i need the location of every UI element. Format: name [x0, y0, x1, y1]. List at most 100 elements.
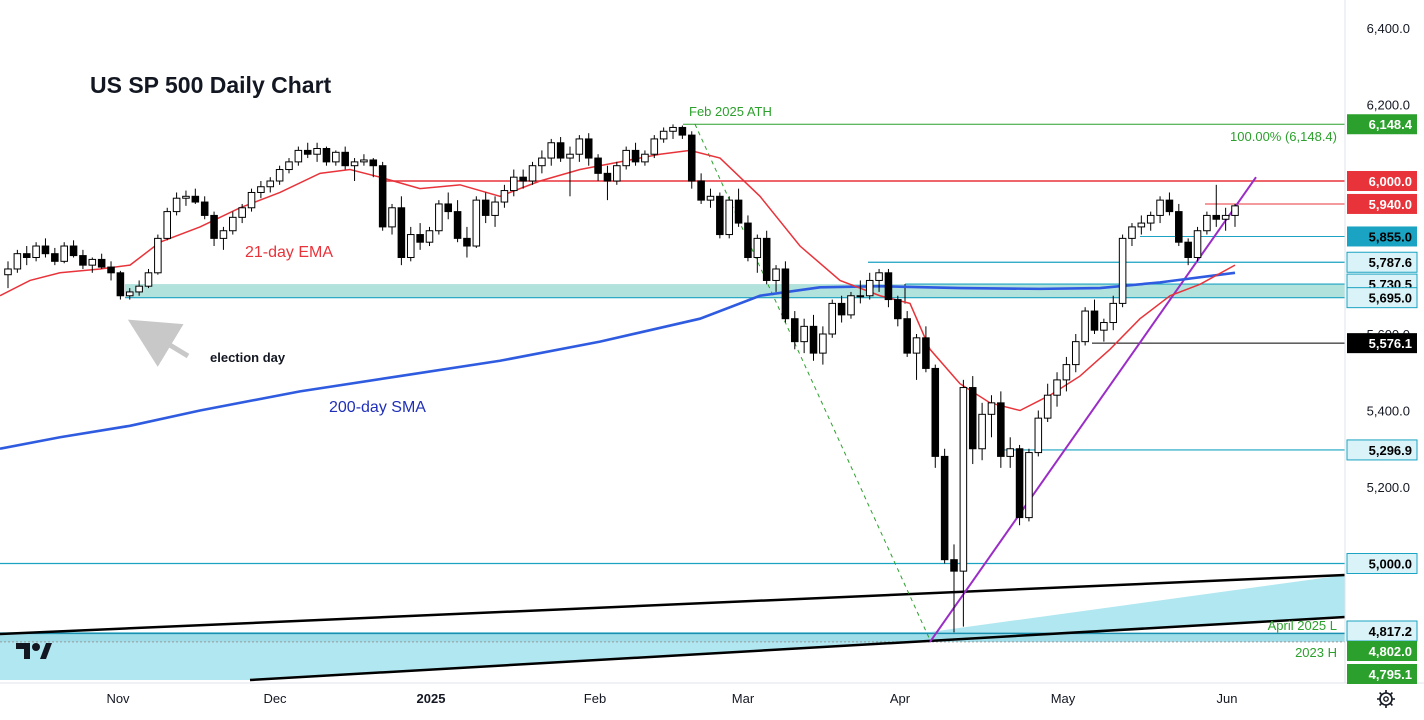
channel-upper-line [0, 573, 1346, 636]
candle-body-down [734, 199, 743, 224]
sma-200-line [0, 271, 1236, 451]
candle [791, 311, 799, 350]
candle [294, 146, 303, 166]
candle-body-down [631, 149, 640, 163]
candle [1071, 334, 1080, 373]
candle-body-down [968, 387, 977, 450]
candle [650, 135, 659, 159]
candle [828, 299, 837, 338]
candle [819, 326, 827, 365]
candle [69, 240, 78, 258]
candle [425, 226, 434, 247]
candle [107, 261, 115, 281]
candle-body-up [285, 161, 293, 171]
candle-body-down [922, 337, 930, 369]
candle-body-down [444, 203, 452, 213]
candle [1175, 203, 1183, 247]
candle-body-down [950, 559, 958, 572]
x-tick-label: May [1051, 691, 1076, 706]
candle-body-down [997, 402, 1005, 457]
candle-body-down [837, 302, 846, 316]
candle [1203, 211, 1211, 235]
candle-body-up [144, 272, 153, 287]
price-label-text: 5,855.0 [1369, 229, 1412, 244]
candle-body-down [678, 126, 687, 136]
candle [1053, 372, 1061, 407]
price-label-box [1346, 439, 1418, 461]
price-label-text: 5,296.9 [1369, 443, 1412, 458]
price-label-box [1346, 553, 1418, 574]
candle-body-up [257, 186, 265, 193]
candle [762, 230, 771, 285]
candle-body-down [894, 299, 902, 320]
candle [837, 295, 846, 323]
price-label-text: 6,000.0 [1369, 174, 1412, 189]
ema-21-line [0, 149, 1236, 412]
candle [247, 188, 256, 212]
price-label: 4,802.0 [1347, 641, 1417, 661]
price-label-text: 4,802.0 [1369, 644, 1412, 659]
price-label-box [1347, 193, 1417, 214]
candle-body-down [341, 151, 349, 167]
candle [1137, 215, 1146, 235]
candle-body-down [481, 199, 490, 216]
candle [444, 192, 452, 220]
x-tick-label: Nov [106, 691, 130, 706]
fib-label-100: 100.00% (6,148.4) [1230, 129, 1337, 144]
settings-icon[interactable] [1375, 688, 1397, 710]
candle-body-down [69, 245, 78, 257]
candle [584, 133, 593, 166]
candle-body-up [313, 147, 321, 155]
candle-body-down [940, 455, 949, 561]
candle [959, 379, 968, 627]
candle-body-down [716, 195, 724, 236]
candle-body-up [238, 207, 246, 218]
ath-label: Feb 2025 ATH [689, 104, 772, 119]
candle-body-up [538, 157, 546, 167]
candle [603, 165, 612, 201]
x-tick-label: Feb [584, 691, 606, 706]
candle [388, 203, 396, 235]
candle-body-up [135, 285, 143, 293]
price-label-box [1347, 114, 1417, 135]
candle [257, 181, 265, 199]
candle-body-down [1175, 211, 1183, 243]
candle [669, 124, 677, 139]
candle-body-up [229, 216, 237, 232]
candle [538, 150, 546, 174]
candle-body-down [22, 253, 31, 259]
candle [219, 226, 228, 250]
candle [1090, 299, 1099, 334]
candle-body-up [613, 165, 621, 182]
candle-body-up [4, 268, 12, 276]
candle [191, 188, 200, 204]
candle [641, 150, 649, 166]
candle-body-down [584, 138, 593, 159]
candle-body-up [566, 153, 574, 159]
candle-body-down [322, 147, 331, 163]
candle [332, 150, 340, 166]
candle-body-up [1081, 310, 1089, 343]
candle-body-up [1118, 237, 1127, 304]
candle [631, 142, 640, 166]
candle-body-down [116, 272, 125, 297]
candle [350, 158, 359, 181]
candle [687, 131, 696, 189]
candle-body-up [1100, 322, 1108, 331]
candle-body-up [1156, 199, 1164, 216]
candle-body-down [762, 237, 771, 281]
candle-body-down [41, 245, 50, 255]
candle-body-up [659, 130, 668, 140]
candle [1156, 196, 1164, 224]
h2023-label: 2023 H [1295, 645, 1337, 660]
price-label: 5,296.9 [1346, 439, 1418, 461]
candle [435, 200, 443, 235]
price-label: 5,940.0 [1347, 193, 1417, 214]
candle-body-up [32, 245, 40, 258]
candle-body-down [603, 172, 612, 182]
candle [32, 242, 40, 262]
candle [1184, 238, 1192, 266]
candle [51, 247, 59, 266]
candle-body-up [154, 237, 162, 274]
